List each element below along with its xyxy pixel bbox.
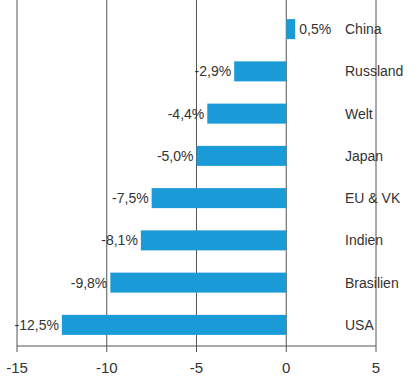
bar (141, 230, 286, 250)
grid (17, 0, 376, 352)
data-label: -8,1% (101, 232, 138, 248)
category-label: Welt (345, 106, 373, 122)
bar (152, 188, 287, 208)
tick-mark (196, 346, 197, 352)
bar (286, 19, 295, 39)
chart-container: -15 -10 -5 0 5 0,5% China -2,9% Russland -4,4% Wel… (0, 0, 416, 391)
tick-mark (376, 346, 377, 352)
category-label: Brasilien (345, 275, 399, 291)
bar (207, 104, 286, 124)
category-label: USA (345, 317, 374, 333)
tick-label: 0 (282, 359, 290, 376)
tick-label: 5 (372, 359, 380, 376)
chart-svg: -15 -10 -5 0 5 0,5% China -2,9% Russland -4,4% Wel… (0, 0, 416, 391)
category-label: Indien (345, 232, 383, 248)
grid-line (17, 0, 18, 346)
x-axis-line (17, 346, 376, 347)
bar (62, 315, 286, 335)
grid-line (106, 0, 107, 346)
tick-mark (286, 346, 287, 352)
bar (110, 273, 286, 293)
data-label: -2,9% (195, 63, 232, 79)
category-label: China (345, 21, 382, 37)
bar (234, 61, 286, 81)
data-label: -4,4% (168, 106, 205, 122)
grid-line (376, 0, 377, 346)
tick-mark (106, 346, 107, 352)
bar (197, 146, 287, 166)
category-label: Japan (345, 148, 383, 164)
tick-label: -10 (96, 359, 118, 376)
grid-line (286, 0, 287, 346)
data-label: 0,5% (299, 21, 331, 37)
category-label: EU & VK (345, 190, 401, 206)
tick-label: -15 (6, 359, 28, 376)
data-label: -5,0% (157, 148, 194, 164)
tick-label: -5 (190, 359, 203, 376)
bars (62, 19, 295, 335)
tick-mark (17, 346, 18, 352)
data-label: -9,8% (71, 275, 108, 291)
data-label: -12,5% (15, 317, 59, 333)
grid-line (196, 0, 197, 346)
data-label: -7,5% (112, 190, 149, 206)
category-label: Russland (345, 63, 403, 79)
